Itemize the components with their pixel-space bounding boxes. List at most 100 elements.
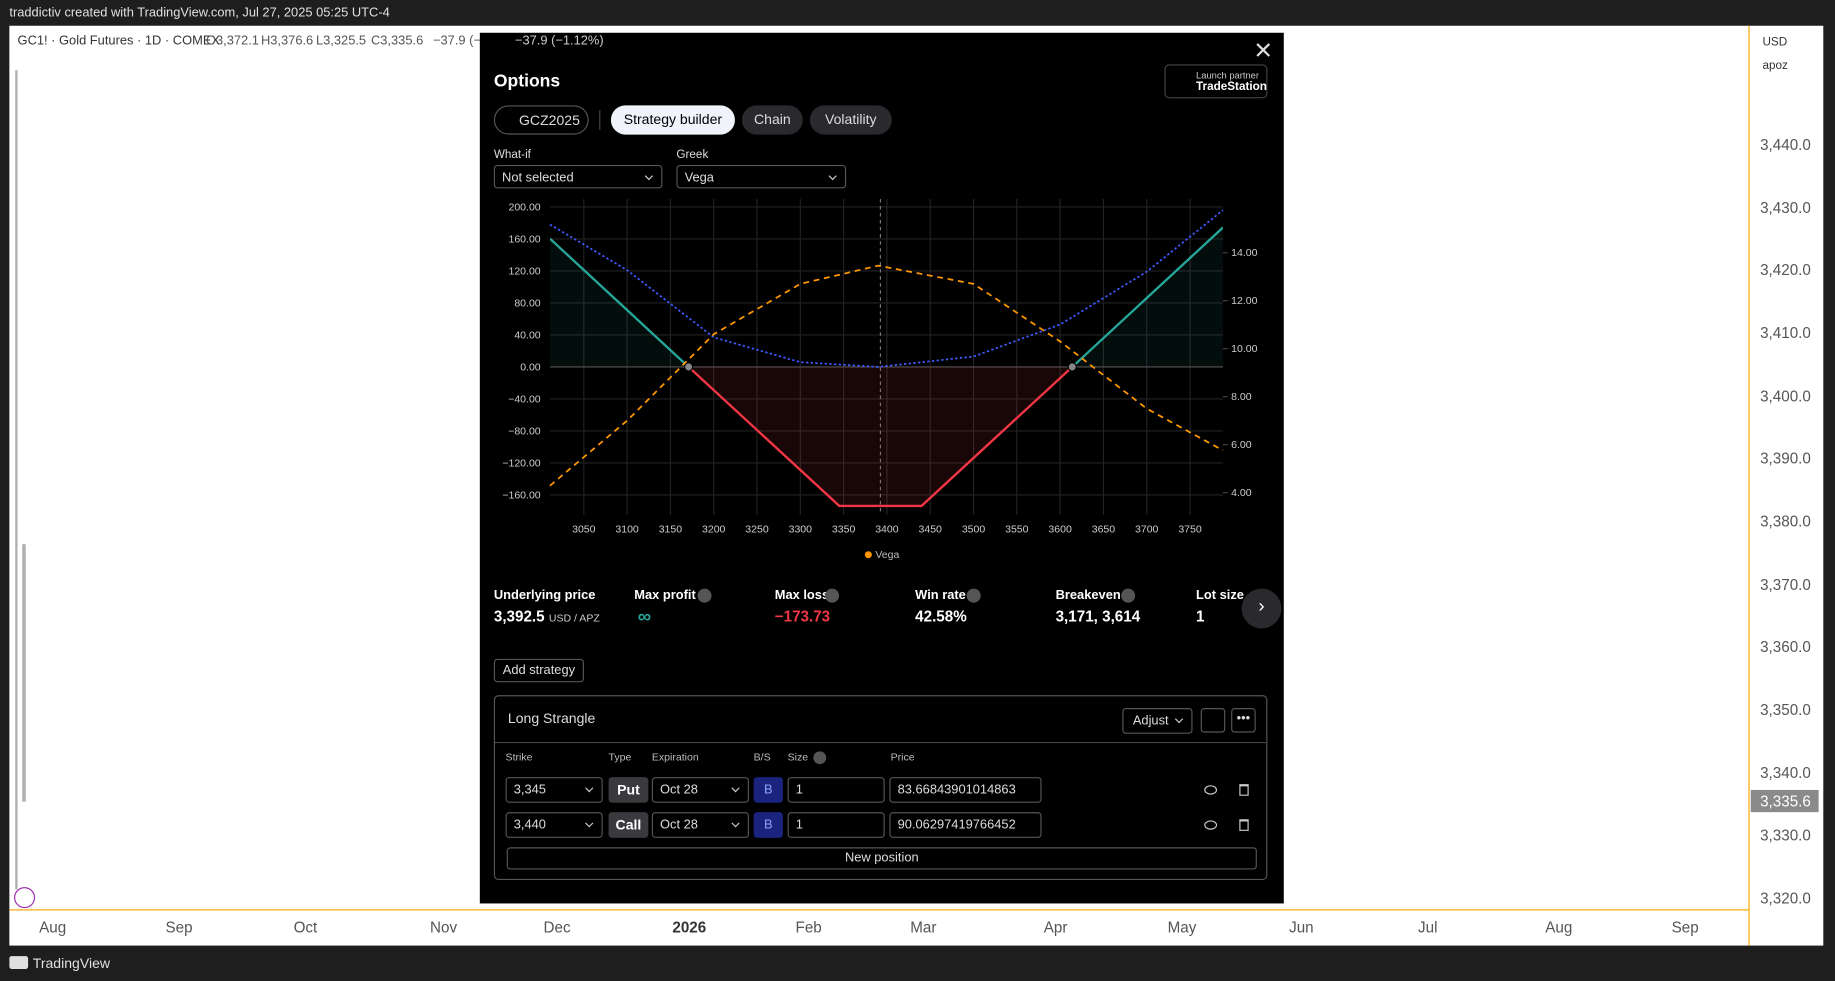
price-label: 3,370.0 bbox=[1760, 575, 1811, 593]
time-label: Jun bbox=[1289, 918, 1314, 937]
help-icon bbox=[813, 751, 827, 765]
modal-title: Options bbox=[493, 71, 561, 92]
partner-caption: Launch partner bbox=[1196, 70, 1260, 81]
price-label: 3,340.0 bbox=[1760, 763, 1811, 782]
column-header: Size bbox=[787, 751, 809, 764]
column-header: Expiration bbox=[651, 751, 699, 764]
ohlc-high: H3,376.6 bbox=[260, 33, 314, 48]
side-button[interactable]: B bbox=[753, 812, 783, 838]
price-label: 3,430.0 bbox=[1760, 198, 1811, 217]
chevron bbox=[644, 171, 654, 181]
ohlc-close: C3,335.6 bbox=[370, 33, 424, 48]
time-label: Oct bbox=[293, 918, 318, 937]
time-label: Aug bbox=[1545, 918, 1573, 937]
chevron bbox=[585, 819, 594, 828]
stat-label: Win rate bbox=[915, 588, 966, 603]
column-header: B/S bbox=[753, 751, 771, 764]
symbol-search[interactable]: GCZ2025 bbox=[493, 105, 589, 135]
time-label: Feb bbox=[795, 918, 822, 937]
column-header: Price bbox=[890, 751, 915, 764]
close-button[interactable]: ✕ bbox=[1253, 38, 1273, 65]
price-label: 3,390.0 bbox=[1760, 449, 1811, 468]
time-label: Nov bbox=[430, 918, 458, 937]
chevron bbox=[585, 784, 594, 793]
time-label: Aug bbox=[39, 918, 67, 937]
candle bbox=[15, 70, 18, 890]
unit: apoz bbox=[1762, 59, 1788, 73]
price-input[interactable]: 83.66843901014863 bbox=[889, 777, 1042, 803]
tab[interactable]: Strategy builder bbox=[610, 105, 735, 135]
strategy-name: Long Strangle bbox=[507, 710, 596, 727]
divider bbox=[495, 741, 1267, 744]
tab[interactable]: Volatility bbox=[809, 105, 892, 135]
price-axis-border bbox=[1748, 25, 1750, 946]
time-label: 2026 bbox=[672, 918, 707, 937]
trash-icon[interactable] bbox=[1239, 819, 1249, 831]
type-button[interactable]: Put bbox=[608, 777, 649, 803]
help-icon bbox=[825, 588, 840, 603]
price-label: 3,400.0 bbox=[1760, 386, 1811, 405]
expiration-select[interactable]: Oct 28 bbox=[651, 812, 749, 838]
currency: USD bbox=[1762, 36, 1788, 50]
last-price: 3,335.6 bbox=[1750, 789, 1819, 813]
header-caption: traddictiv created with TradingView.com,… bbox=[9, 5, 390, 20]
time-label: Sep bbox=[165, 918, 193, 937]
chevron bbox=[731, 784, 740, 793]
chevron bbox=[828, 171, 837, 181]
strategy-panel: Long Strangle Adjust ••• Strike Type Expirati… bbox=[493, 695, 1268, 881]
expiration-select[interactable]: Oct 28 bbox=[651, 777, 749, 803]
size-input[interactable]: 1 bbox=[787, 812, 885, 838]
stat-value: 1 bbox=[1196, 607, 1205, 625]
label: What-if bbox=[493, 148, 531, 162]
next-button[interactable]: › bbox=[1241, 588, 1282, 629]
stat-label: Max loss bbox=[774, 588, 830, 603]
time-label: Dec bbox=[543, 918, 571, 937]
strike-select[interactable]: 3,345 bbox=[505, 777, 603, 803]
help-icon bbox=[697, 588, 712, 603]
more-button[interactable]: ••• bbox=[1231, 708, 1256, 733]
greek-select[interactable]: Vega bbox=[676, 165, 847, 189]
price-label: 3,360.0 bbox=[1760, 638, 1811, 656]
expand-button[interactable] bbox=[1200, 708, 1226, 733]
side-button[interactable]: B bbox=[753, 777, 783, 803]
time-axis-border bbox=[9, 909, 1750, 911]
stat-label: Lot size bbox=[1196, 588, 1244, 603]
time-label: Mar bbox=[910, 918, 937, 937]
price-label: 3,320.0 bbox=[1760, 889, 1811, 908]
time-label: Sep bbox=[1671, 918, 1699, 937]
price-label: 3,420.0 bbox=[1760, 261, 1811, 279]
trash-icon[interactable] bbox=[1239, 784, 1249, 796]
label: Greek bbox=[676, 148, 709, 162]
tab[interactable]: Chain bbox=[741, 105, 803, 135]
new-position[interactable]: New position bbox=[506, 847, 1257, 870]
price-input[interactable]: 90.06297419766452 bbox=[889, 812, 1042, 838]
footer-logo bbox=[9, 956, 29, 969]
separator bbox=[599, 110, 601, 130]
partner-badge[interactable]: Launch partner TradeStation bbox=[1164, 64, 1268, 99]
eye-icon[interactable] bbox=[1204, 820, 1218, 830]
price-label: 3,330.0 bbox=[1760, 826, 1811, 845]
candle bbox=[22, 544, 26, 802]
price-label: 3,380.0 bbox=[1760, 512, 1811, 531]
eye-icon[interactable] bbox=[1204, 785, 1218, 795]
time-label: May bbox=[1167, 918, 1197, 937]
stat-value: −173.73 bbox=[774, 607, 831, 625]
stat-value: ∞ bbox=[637, 607, 652, 628]
stat-label: Underlying price bbox=[493, 588, 596, 603]
strike-select[interactable]: 3,440 bbox=[505, 812, 603, 838]
add-strategy[interactable]: Add strategy bbox=[493, 658, 584, 683]
stat-value: 3,392.5 bbox=[493, 607, 545, 625]
column-header: Type bbox=[608, 751, 632, 764]
time-label: Jul bbox=[1418, 918, 1438, 937]
footer-brand: TradingView bbox=[32, 954, 111, 972]
size-input[interactable]: 1 bbox=[787, 777, 885, 803]
adjust-button[interactable]: Adjust bbox=[1122, 708, 1193, 734]
change: −37.9 (−1.12%) bbox=[514, 33, 604, 48]
time-label: Apr bbox=[1043, 918, 1068, 937]
what-if-select[interactable]: Not selected bbox=[493, 165, 663, 189]
alert-icon bbox=[14, 887, 36, 909]
price-label: 3,350.0 bbox=[1760, 701, 1811, 719]
type-button[interactable]: Call bbox=[608, 812, 649, 838]
stat-label: Breakeven bbox=[1055, 588, 1121, 603]
